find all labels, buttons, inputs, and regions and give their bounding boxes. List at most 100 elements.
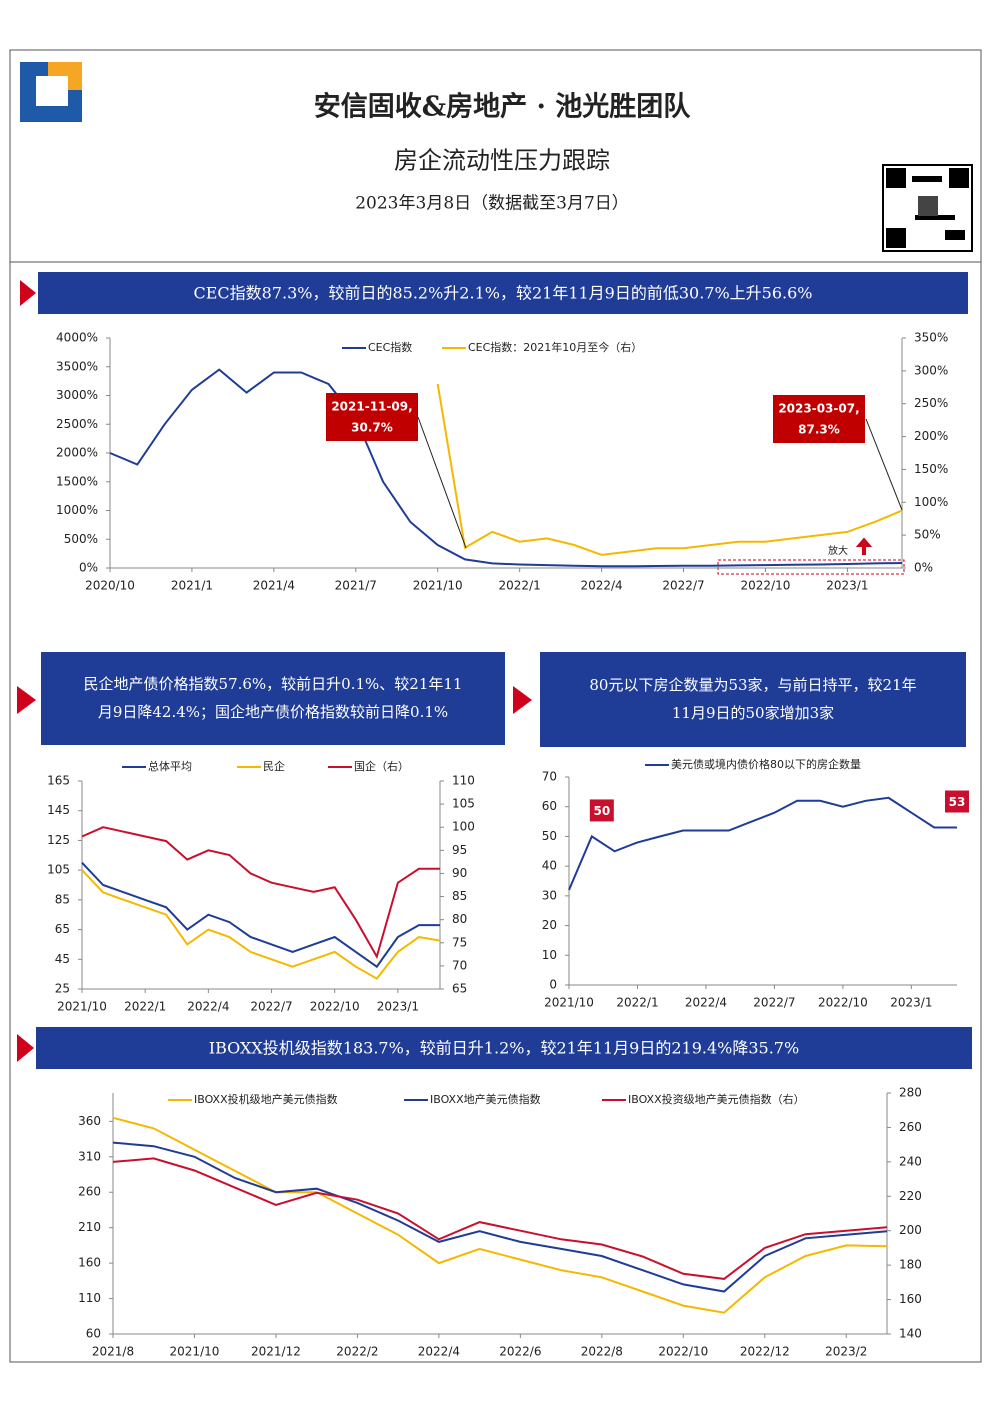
pointer-line (417, 416, 467, 549)
banner: 80元以下房企数量为53家，与前日持平，较21年 11月9日的50家增加3家 (513, 652, 966, 747)
x-tick-label: 2022/4 (418, 1345, 460, 1359)
x-tick-label: 2021/10 (170, 1345, 220, 1359)
page-frame (9, 49, 982, 1363)
x-tick-label: 2022/7 (250, 1000, 292, 1014)
y2-tick-label: 110 (452, 774, 475, 788)
y-tick-label: 65 (55, 922, 70, 936)
series-line (568, 796, 957, 891)
y-tick-label: 1000% (56, 503, 98, 517)
y2-tick-label: 105 (452, 797, 475, 811)
y-tick-label: 165 (47, 774, 70, 788)
y-tick-label: 40 (542, 859, 557, 873)
x-tick-label: 2022/4 (187, 1000, 229, 1014)
x-tick-label: 2022/1 (499, 579, 541, 593)
legend-label: IBOXX投机级地产美元债指数 (194, 1092, 338, 1106)
legend-label: IBOXX地产美元债指数 (430, 1092, 541, 1106)
y-tick-label: 160 (78, 1256, 101, 1270)
x-tick-label: 2023/2 (825, 1345, 867, 1359)
x-tick-label: 2021/7 (335, 579, 377, 593)
y-tick-label: 105 (47, 863, 70, 877)
x-tick-label: 2023/1 (826, 579, 868, 593)
y-tick-label: 260 (78, 1185, 101, 1199)
y2-tick-label: 160 (899, 1292, 922, 1306)
x-tick-label: 2020/10 (85, 579, 135, 593)
x-tick-label: 2022/1 (616, 996, 658, 1010)
legend-label: 国企（右） (354, 759, 409, 773)
y-tick-label: 2500% (56, 417, 98, 431)
y2-tick-label: 50% (914, 528, 941, 542)
y-tick-label: 4000% (56, 331, 98, 345)
data-label: 50 (593, 804, 610, 818)
y-tick-label: 60 (542, 799, 557, 813)
series-line (112, 1116, 888, 1314)
banner-text: 11月9日的50家增加3家 (672, 704, 834, 722)
annotation-text: 2021-11-09, (331, 400, 412, 414)
y-tick-label: 3000% (56, 388, 98, 402)
header-title: 安信固收&房地产 · 池光胜团队 (314, 92, 692, 123)
x-tick-label: 2023/1 (890, 996, 932, 1010)
y-tick-label: 85 (55, 892, 70, 906)
y-tick-label: 360 (78, 1114, 101, 1128)
y2-tick-label: 200% (914, 429, 948, 443)
y2-tick-label: 350% (914, 331, 948, 345)
x-tick-label: 2021/4 (253, 579, 295, 593)
y-tick-label: 70 (542, 770, 557, 784)
y-tick-label: 0 (549, 978, 557, 992)
data-label: 53 (949, 795, 966, 809)
y-tick-label: 3500% (56, 359, 98, 373)
y-tick-label: 60 (86, 1327, 101, 1341)
y2-tick-label: 250% (914, 396, 948, 410)
y2-tick-label: 140 (899, 1327, 922, 1341)
y2-tick-label: 80 (452, 912, 467, 926)
y-tick-label: 10 (542, 948, 557, 962)
x-tick-label: 2022/8 (581, 1345, 623, 1359)
y2-tick-label: 95 (452, 843, 467, 857)
series-line (112, 1141, 888, 1293)
x-tick-label: 2021/12 (251, 1345, 301, 1359)
header-date: 2023年3月8日（数据截至3月7日） (355, 194, 629, 214)
header-subtitle: 房企流动性压力跟踪 (394, 147, 610, 175)
banner: 民企地产债价格指数57.6%，较前日升0.1%、较21年11 月9日降42.4%… (17, 652, 505, 745)
y2-tick-label: 70 (452, 958, 467, 972)
data-label-box (589, 799, 614, 822)
y2-tick-label: 100 (452, 820, 475, 834)
legend-label: CEC指数 (368, 340, 412, 354)
x-tick-label: 2021/10 (413, 579, 463, 593)
y-tick-label: 20 (542, 918, 557, 932)
y-tick-label: 1500% (56, 474, 98, 488)
annotation-box (773, 395, 865, 443)
y2-tick-label: 100% (914, 495, 948, 509)
legend-label: IBOXX投资级地产美元债指数（右） (628, 1092, 805, 1106)
qr-code (882, 164, 973, 252)
banner-text: 80元以下房企数量为53家，与前日持平，较21年 (589, 676, 916, 694)
series-line (81, 826, 440, 960)
y2-tick-label: 90 (452, 866, 467, 880)
x-tick-label: 2022/4 (685, 996, 727, 1010)
y2-tick-label: 240 (899, 1154, 922, 1168)
x-tick-label: 2022/2 (336, 1345, 378, 1359)
y2-tick-label: 65 (452, 982, 467, 996)
x-tick-label: 2021/10 (57, 1000, 107, 1014)
y2-tick-label: 75 (452, 935, 467, 949)
banner-text: CEC指数87.3%，较前日的85.2%升2.1%，较21年11月9日的前低30… (193, 284, 812, 303)
y-tick-label: 2000% (56, 446, 98, 460)
y-tick-label: 125 (47, 833, 70, 847)
legend-label: CEC指数：2021年10月至今（右） (468, 340, 642, 354)
x-tick-label: 2022/4 (580, 579, 622, 593)
x-tick-label: 2022/10 (741, 579, 791, 593)
y-tick-label: 110 (78, 1291, 101, 1305)
y2-tick-label: 85 (452, 889, 467, 903)
data-label-box (945, 790, 969, 813)
x-tick-label: 2022/7 (662, 579, 704, 593)
x-tick-label: 2021/1 (171, 579, 213, 593)
series-line (112, 1157, 888, 1280)
x-tick-label: 2022/1 (124, 1000, 166, 1014)
zoom-arrow (855, 537, 873, 555)
series-line (436, 383, 903, 556)
y-tick-label: 310 (78, 1149, 101, 1163)
annotation-text: 30.7% (351, 421, 393, 435)
y-tick-label: 210 (78, 1220, 101, 1234)
y2-tick-label: 220 (899, 1189, 922, 1203)
y2-tick-label: 260 (899, 1120, 922, 1134)
pointer-line (865, 418, 903, 511)
